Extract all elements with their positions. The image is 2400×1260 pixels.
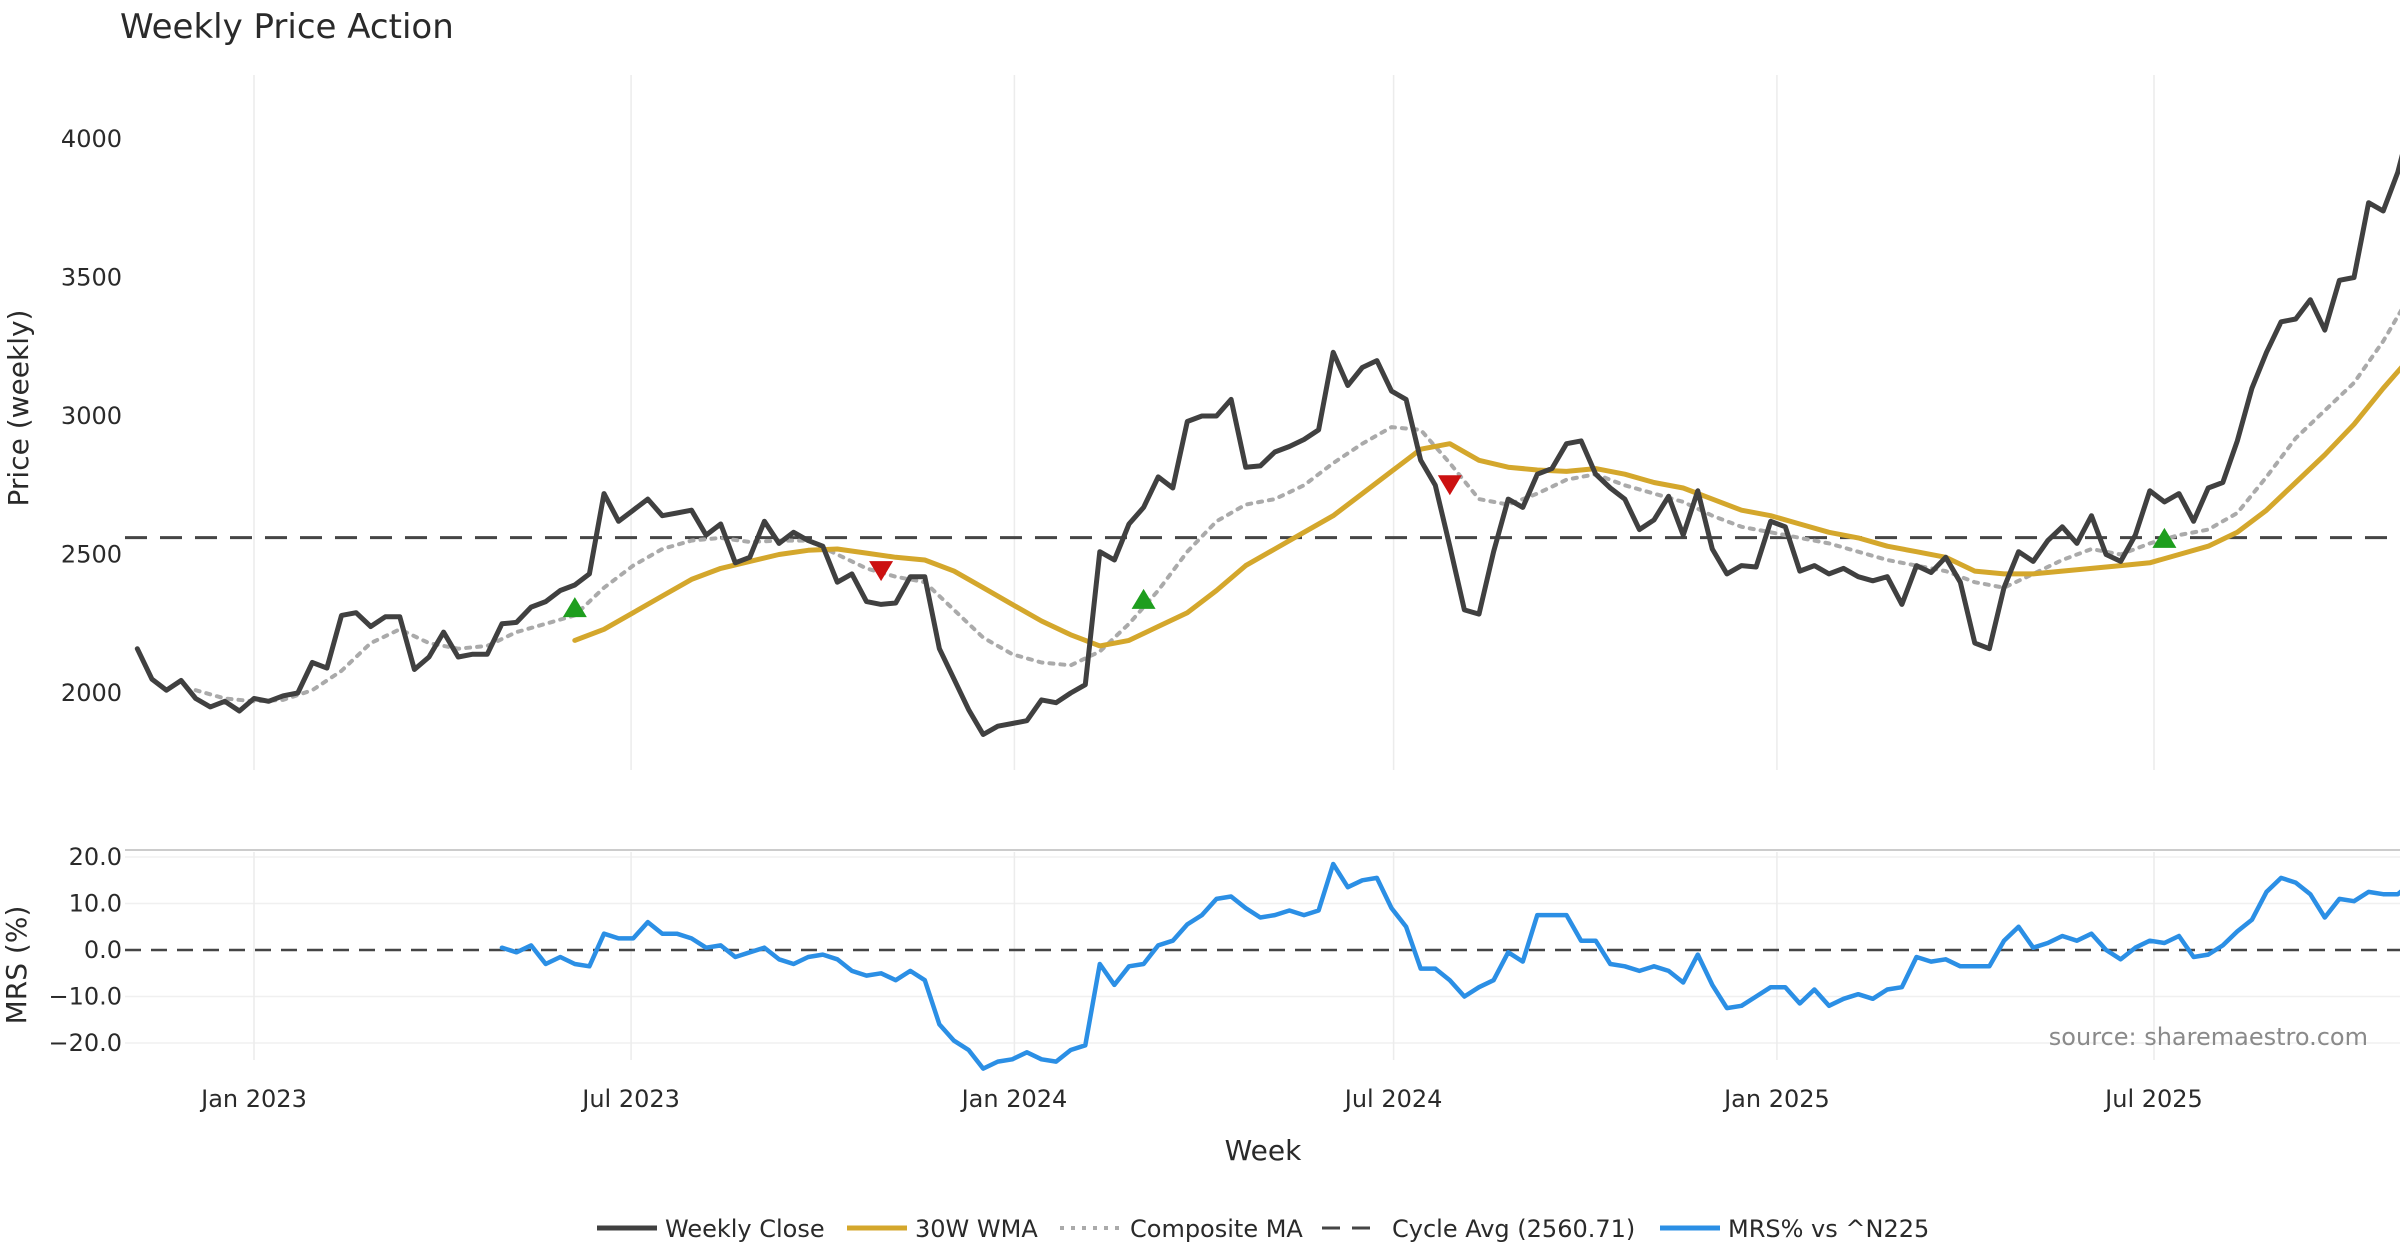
legend-label-composite: Composite MA [1130,1215,1303,1243]
series-mrs-line [499,861,2400,1071]
signal-markers [562,475,2177,618]
chart-title: Weekly Price Action [120,7,454,47]
price-y-tick-label: 3000 [61,402,122,430]
x-tick-label: Jan 2023 [199,1085,307,1113]
x-tick-label: Jul 2025 [2103,1085,2203,1113]
legend-label-cycle: Cycle Avg (2560.71) [1392,1215,1635,1243]
price-y-tick-label: 4000 [61,125,122,153]
legend-label-wma: 30W WMA [915,1215,1038,1243]
price-y-tick-label: 2500 [61,541,122,569]
sell-signal-marker [869,561,894,582]
x-tick-label: Jan 2025 [1722,1085,1830,1113]
price-y-tick-label: 3500 [61,264,122,292]
x-axis-label: Week [1225,1134,1302,1167]
x-tick-label: Jul 2024 [1343,1085,1443,1113]
x-axis-ticks: Jan 2023 Jul 2023 Jan 2024 Jul 2024 Jan 2025… [199,1085,2203,1113]
series-weekly-close-line [134,153,2400,737]
x-tick-label: Jul 2023 [580,1085,680,1113]
buy-signal-marker [562,597,587,618]
series-30w-wma-line [572,365,2400,649]
price-y-tick-label: 2000 [61,679,122,707]
mrs-y-tick-label: 10.0 [69,890,122,918]
source-note: source: sharemaestro.com [2049,1023,2368,1051]
legend: Weekly Close 30W WMA Composite MA Cycle … [597,1215,1929,1243]
buy-signal-marker [1131,588,1156,609]
mrs-grid [125,852,2400,1060]
mrs-y-tick-label: −20.0 [48,1029,122,1057]
buy-signal-marker [2152,527,2177,548]
price-y-ticks: 2000 2500 3000 3500 4000 [61,125,122,707]
mrs-y-ticks: 20.0 10.0 0.0 −10.0 −20.0 [48,843,122,1057]
series-composite-ma-line [193,308,2400,704]
x-tick-label: Jan 2024 [960,1085,1068,1113]
mrs-y-tick-label: 20.0 [69,843,122,871]
price-y-axis-label: Price (weekly) [2,310,35,507]
legend-label-mrs: MRS% vs ^N225 [1728,1215,1929,1243]
price-grid [253,75,2155,770]
mrs-y-tick-label: 0.0 [84,936,122,964]
sell-signal-marker [1437,475,1462,496]
legend-label-weekly-close: Weekly Close [665,1215,825,1243]
mrs-y-tick-label: −10.0 [48,983,122,1011]
mrs-y-axis-label: MRS (%) [0,906,33,1025]
